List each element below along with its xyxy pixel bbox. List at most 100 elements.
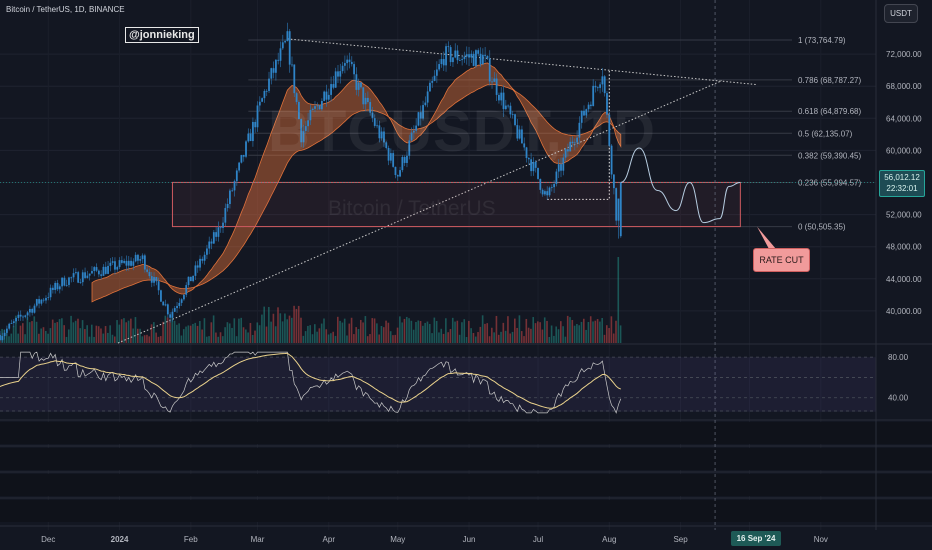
candle-body <box>79 282 82 283</box>
volume-bar <box>617 257 620 343</box>
volume-bar <box>256 322 259 343</box>
watermark-name: Bitcoin / TetherUS <box>328 197 496 220</box>
candle-body <box>438 64 441 70</box>
candle-body <box>615 188 618 221</box>
volume-bar <box>548 336 551 343</box>
callout-pointer <box>757 226 776 249</box>
candle-body <box>252 121 254 142</box>
candle-body <box>511 114 514 116</box>
candle-body <box>127 260 130 266</box>
volume-bar <box>477 332 479 343</box>
candle-body <box>22 316 24 318</box>
candle-body <box>580 110 583 123</box>
candle-body <box>431 80 434 83</box>
candle-body <box>341 65 344 72</box>
candle-body <box>488 58 491 82</box>
volume-bar <box>495 315 498 343</box>
range-box <box>0 181 876 249</box>
candle-body <box>284 41 287 43</box>
candle-body <box>516 125 519 139</box>
candle-body <box>42 299 45 301</box>
candle-body <box>61 277 63 287</box>
candle-body <box>277 59 280 61</box>
candle-body <box>297 101 300 120</box>
candle-body <box>426 91 429 103</box>
volume-bar <box>318 328 321 343</box>
volume-bar <box>456 320 459 343</box>
candle-body <box>146 269 149 272</box>
volume-bar <box>123 318 125 343</box>
candle-body <box>567 149 569 152</box>
volume-bar <box>516 327 518 343</box>
candle-body <box>162 301 165 306</box>
volume-bar <box>571 320 574 343</box>
volume-bar <box>194 322 197 343</box>
volume-bar <box>56 322 59 343</box>
volume-bar <box>569 317 571 343</box>
candle-body <box>249 133 252 142</box>
volume-bar <box>72 322 75 343</box>
candle-body <box>555 171 558 184</box>
volume-bar <box>288 315 291 343</box>
volume-bar <box>113 336 116 343</box>
volume-bar <box>212 315 215 343</box>
candle-body <box>447 46 450 48</box>
candle-body <box>369 102 372 113</box>
volume-bar <box>332 331 334 343</box>
volume-bar <box>153 322 155 343</box>
candle-body <box>371 112 374 119</box>
candle-body <box>100 274 103 276</box>
candle-body <box>286 31 289 42</box>
volume-bar <box>180 335 183 343</box>
volume-bar <box>79 328 82 343</box>
crosshair-date-tag: 16 Sep '24 <box>731 531 781 546</box>
candle-body <box>233 181 236 191</box>
volume-bar <box>102 333 105 343</box>
rsi-tick-label: 40.00 <box>888 394 909 403</box>
candle-body <box>185 285 188 295</box>
candle-body <box>212 232 215 244</box>
volume-bar <box>47 333 49 343</box>
candle-body <box>617 198 620 221</box>
candle-body <box>548 187 551 196</box>
candle-body <box>523 143 526 148</box>
candle-body <box>307 120 309 127</box>
volume-bar <box>210 322 213 343</box>
volume-bar <box>580 321 583 343</box>
time-tick-label: Dec <box>41 535 55 544</box>
volume-bar <box>486 323 489 343</box>
ma-ribbon-band <box>91 62 622 303</box>
volume-bar <box>309 325 311 343</box>
volume-bar <box>387 322 390 343</box>
volume-bar <box>599 321 601 343</box>
volume-bar <box>28 322 31 343</box>
empty-pane <box>0 474 932 496</box>
price-tick-label: 52,000.00 <box>886 211 922 220</box>
volume-bar <box>146 334 148 343</box>
volume-bar <box>291 317 293 343</box>
candle-body <box>295 93 298 102</box>
candle-body <box>504 105 507 110</box>
volume-bar <box>136 328 139 343</box>
candle-body <box>217 227 220 237</box>
candle-body <box>35 299 38 306</box>
candle-body <box>325 91 328 100</box>
volume-bar <box>422 325 424 343</box>
volume-bar <box>42 327 45 343</box>
rate-cut-callout[interactable]: RATE CUT <box>753 248 810 272</box>
symbol-title: Bitcoin / TetherUS, 1D, BINANCE <box>6 5 125 14</box>
candle-body <box>300 119 303 143</box>
candle-body <box>104 266 107 274</box>
volume-bar <box>438 332 440 343</box>
ma-ribbon <box>91 62 622 303</box>
volume-bar <box>93 336 95 343</box>
candle-body <box>164 304 167 306</box>
volume-bar <box>583 318 585 343</box>
volume-bar <box>339 320 341 343</box>
candle-body <box>47 297 50 299</box>
volume-bar <box>120 319 123 343</box>
volume-bar <box>433 317 436 343</box>
last-price: 56,012.12 <box>884 173 920 182</box>
currency-button[interactable]: USDT <box>884 4 918 23</box>
